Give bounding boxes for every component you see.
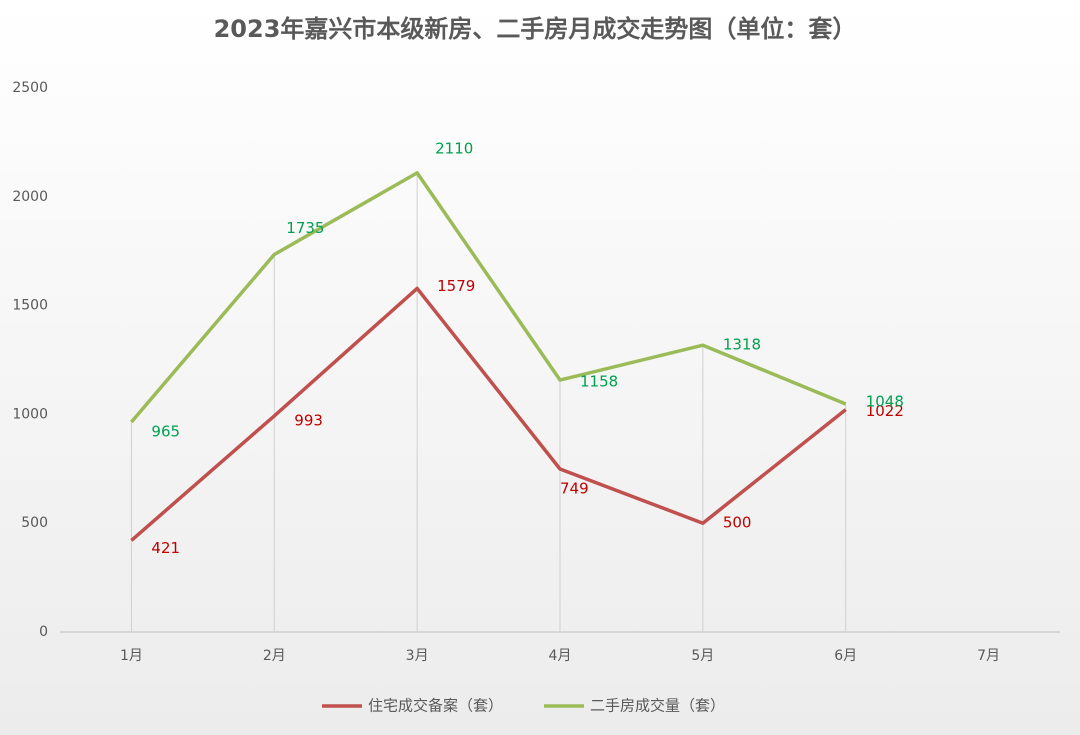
y-tick-label: 1000 (12, 406, 48, 422)
x-tick-label: 4月 (549, 648, 572, 664)
x-tick-label: 3月 (406, 648, 429, 664)
y-tick-label: 1500 (12, 298, 48, 314)
y-tick-label: 2000 (12, 189, 48, 205)
series-line (130, 286, 847, 542)
data-label: 421 (151, 539, 180, 557)
data-label: 1318 (723, 336, 761, 354)
x-tick-label: 6月 (834, 648, 857, 664)
y-tick-label: 500 (21, 515, 48, 531)
legend-label: 二手房成交量（套） (590, 697, 725, 715)
data-label: 1048 (866, 392, 904, 410)
legend-label: 住宅成交备案（套） (368, 697, 503, 715)
data-label: 1158 (580, 373, 618, 391)
data-label: 1579 (437, 277, 475, 295)
data-label: 749 (560, 480, 589, 498)
data-label: 1735 (286, 219, 324, 237)
chart-title: 2023年嘉兴市本级新房、二手房月成交走势图（单位：套） (214, 15, 857, 43)
data-label: 993 (294, 411, 323, 429)
x-tick-label: 7月 (977, 648, 1000, 664)
data-label: 1022 (866, 402, 904, 420)
x-tick-label: 5月 (691, 648, 714, 664)
data-label: 500 (723, 514, 752, 532)
series-line (130, 171, 847, 424)
x-tick-label: 1月 (120, 648, 143, 664)
data-label: 2110 (435, 139, 473, 157)
data-label: 965 (151, 423, 180, 441)
y-tick-label: 2500 (12, 80, 48, 96)
y-tick-label: 0 (39, 624, 48, 640)
x-tick-label: 2月 (263, 648, 286, 664)
